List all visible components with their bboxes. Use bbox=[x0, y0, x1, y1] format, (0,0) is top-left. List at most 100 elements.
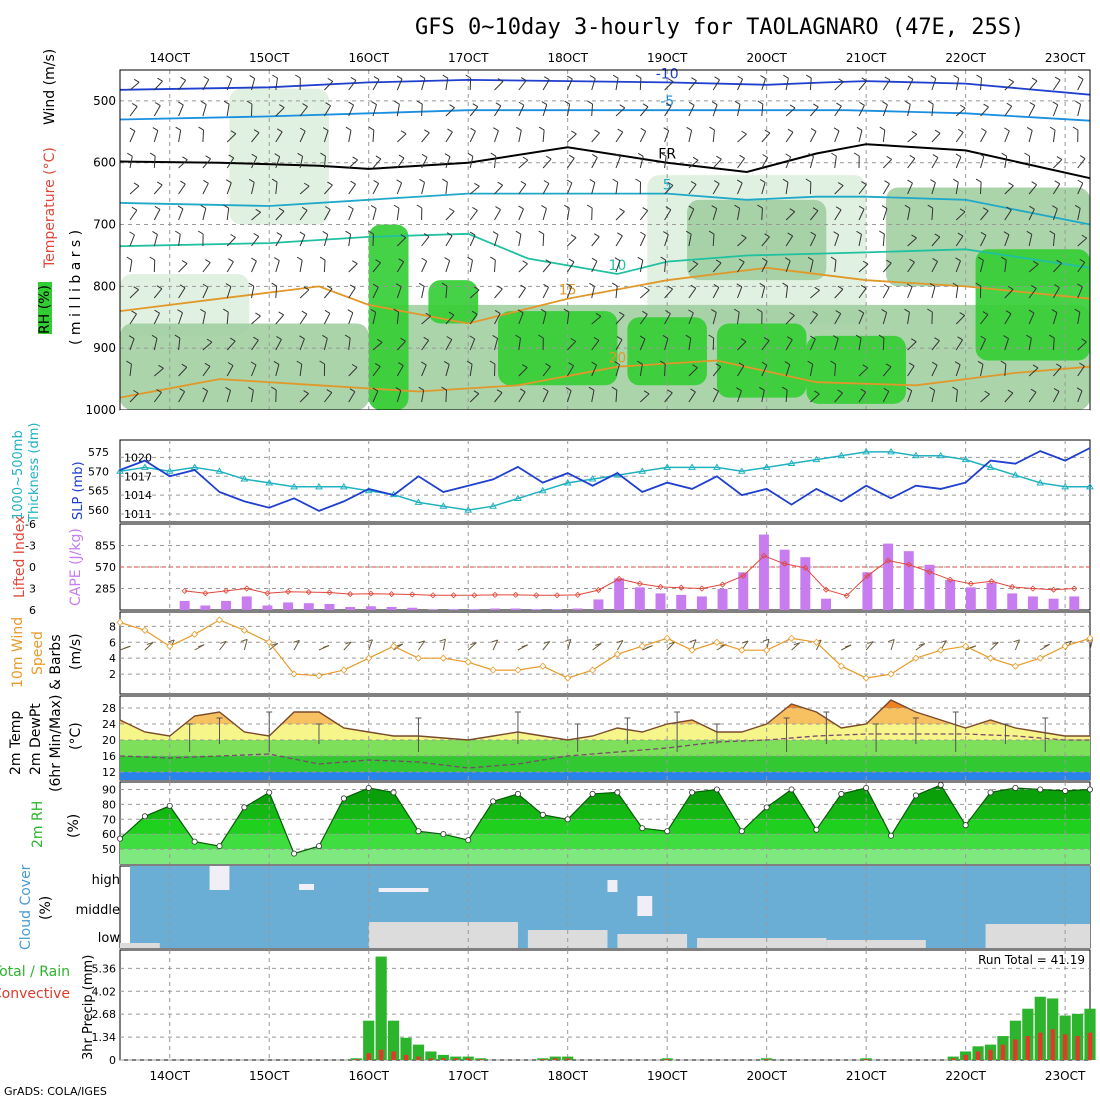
wind-barb-flag bbox=[713, 283, 720, 288]
wind-barb bbox=[566, 78, 573, 91]
wind-barb bbox=[348, 367, 358, 377]
wind-barb bbox=[1004, 338, 1009, 351]
wind-barb bbox=[469, 210, 478, 221]
wind-barb-flag bbox=[225, 283, 232, 288]
wind-barb-flag bbox=[665, 102, 672, 107]
wind-barb bbox=[858, 184, 867, 195]
wind10-barb bbox=[666, 641, 676, 651]
thickness-tick: 560 bbox=[88, 504, 109, 517]
wind10-barb bbox=[542, 641, 551, 651]
wind-barb bbox=[858, 312, 865, 325]
wind-barb bbox=[202, 79, 210, 91]
rh-point bbox=[1012, 784, 1019, 791]
wind-barb bbox=[421, 260, 428, 273]
wind-barb-flag bbox=[197, 230, 204, 235]
slp-frame bbox=[119, 439, 1091, 523]
wind10-point bbox=[390, 642, 398, 650]
wind-barb bbox=[421, 132, 430, 143]
wind-barb bbox=[737, 133, 747, 143]
wind-barb bbox=[907, 133, 918, 143]
wind-barb-flag bbox=[154, 205, 161, 210]
wind-barb bbox=[980, 78, 983, 91]
wind-barb bbox=[396, 340, 406, 351]
wind-barb-flag bbox=[352, 260, 358, 265]
wind-barb bbox=[372, 390, 379, 403]
wind10-point bbox=[588, 666, 597, 674]
wind-barb bbox=[445, 107, 455, 117]
wind-barb bbox=[494, 130, 499, 143]
wind-barb-flag bbox=[204, 362, 211, 367]
wind-barb-flag bbox=[612, 178, 618, 183]
wind-barb bbox=[1077, 208, 1081, 221]
wind-barb bbox=[1077, 79, 1084, 91]
wind-barb bbox=[299, 393, 309, 403]
wind-barb bbox=[809, 338, 816, 351]
wind-barb bbox=[688, 159, 699, 169]
wind-barb bbox=[639, 313, 648, 325]
wind-barb bbox=[761, 182, 766, 195]
wind10-barb bbox=[617, 640, 624, 651]
wind-barb bbox=[202, 286, 209, 299]
wind-barb bbox=[518, 287, 526, 299]
wind-barb-flag bbox=[319, 256, 326, 261]
thickness-point bbox=[165, 467, 174, 474]
rh2m-panel: 50 60 70 80 90 bbox=[102, 781, 1094, 865]
wind-barb bbox=[323, 338, 328, 351]
wind10-point bbox=[887, 670, 895, 678]
wind-barb bbox=[129, 234, 135, 247]
wind-barb-flag bbox=[395, 283, 402, 288]
wind-barb-flag bbox=[1031, 284, 1037, 289]
rh-point bbox=[962, 822, 969, 829]
wind-barb-flag bbox=[200, 204, 207, 209]
wind-barb-flag bbox=[884, 76, 891, 81]
wind-barb-flag bbox=[398, 154, 405, 159]
upper-surface-gap bbox=[120, 410, 1090, 438]
wind-barb bbox=[907, 312, 910, 325]
wind-barb bbox=[834, 81, 844, 91]
rh-band bbox=[120, 849, 1090, 864]
wind-barb bbox=[469, 130, 476, 143]
wind-barb bbox=[1077, 341, 1087, 351]
wind-barb bbox=[785, 235, 794, 247]
wind-barb-flag bbox=[738, 258, 745, 263]
rh-point bbox=[291, 850, 298, 857]
wind-barb bbox=[372, 129, 375, 143]
wind10-point bbox=[837, 662, 845, 670]
wind-barb bbox=[639, 77, 642, 91]
wind10-barb-flag bbox=[992, 641, 999, 645]
wind10-unit: (m/s) bbox=[68, 633, 84, 670]
wind-barb bbox=[542, 158, 552, 169]
temp-tick: 28 bbox=[102, 702, 116, 715]
wind-barb bbox=[469, 338, 476, 351]
wind-barb-flag bbox=[1075, 100, 1081, 105]
temp-tick: 12 bbox=[102, 766, 116, 779]
thickness-point bbox=[464, 506, 473, 513]
wind-barb bbox=[494, 209, 501, 221]
wind10-barb bbox=[243, 639, 248, 651]
cape-bar bbox=[469, 609, 480, 610]
wind-barb-flag bbox=[588, 386, 595, 391]
wind10-barb-flag bbox=[689, 639, 697, 643]
wind-barb-flag bbox=[520, 77, 527, 81]
wind-barb bbox=[1053, 262, 1062, 273]
bottom-date-label: 20OCT bbox=[746, 1069, 787, 1083]
isotherm-10 bbox=[119, 232, 1091, 275]
wind-barb bbox=[1028, 105, 1036, 117]
wind10-point bbox=[763, 646, 771, 654]
wind10-label-1: 10m Wind bbox=[10, 617, 26, 688]
wind-barb-flag bbox=[274, 153, 280, 158]
wind-barb-flag bbox=[158, 364, 164, 369]
wind-barb bbox=[858, 130, 863, 143]
wind10-barb bbox=[567, 639, 572, 651]
wind-barb-flag bbox=[814, 286, 820, 291]
wind-barb bbox=[226, 390, 231, 403]
wind-barb-flag bbox=[930, 75, 937, 80]
wind-barb-flag bbox=[1003, 231, 1010, 236]
thickness-point bbox=[414, 498, 423, 505]
wind-barb bbox=[1077, 312, 1081, 325]
wind-barb bbox=[664, 288, 674, 299]
cape-bar bbox=[821, 598, 831, 610]
wind-barb bbox=[469, 156, 474, 169]
temp2m-label-1: 2m Temp bbox=[8, 711, 24, 775]
wind10-barb-flag bbox=[1013, 639, 1020, 643]
